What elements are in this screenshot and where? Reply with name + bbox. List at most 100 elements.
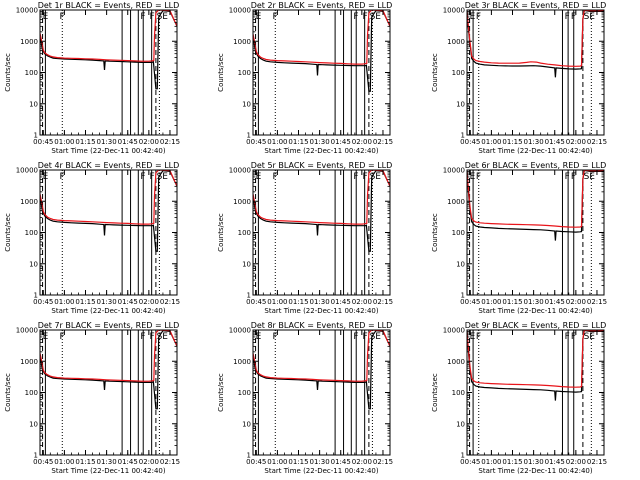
- x-axis-label: Start Time (22-Dec-11 00:42:40): [264, 307, 378, 315]
- x-tick-label: 01:00: [54, 458, 74, 466]
- y-tick-label: 1000: [20, 38, 38, 46]
- x-tick-label: 01:00: [54, 298, 74, 306]
- flag-label: F: [571, 12, 576, 22]
- flag-label: F: [565, 12, 570, 22]
- x-tick-label: 00:45: [33, 138, 53, 146]
- plot-frame: [252, 329, 391, 456]
- x-tick-label: 01:30: [524, 458, 544, 466]
- x-tick-label: 01:30: [310, 298, 330, 306]
- y-tick-label: 10: [29, 420, 38, 428]
- y-tick-label: 1000: [233, 358, 251, 366]
- panel-title: Det 7r BLACK = Events, RED = LLD: [38, 321, 180, 330]
- lld-line: [467, 330, 604, 388]
- flag-label: F: [272, 172, 277, 182]
- x-axis-label: Start Time (22-Dec-11 00:42:40): [51, 147, 165, 155]
- flag-label: SE: [157, 332, 169, 342]
- y-tick-label: 100: [238, 229, 251, 237]
- x-tick-label: 01:15: [288, 138, 308, 146]
- y-tick-label: 10: [456, 420, 465, 428]
- flag-label: F: [150, 12, 155, 22]
- y-tick-label: 1: [34, 452, 38, 460]
- x-tick-label: 02:00: [566, 458, 586, 466]
- y-tick-label: 10: [29, 100, 38, 108]
- y-tick-label: 1: [461, 132, 465, 140]
- y-tick-label: 1: [461, 292, 465, 300]
- x-tick-label: 01:15: [502, 138, 522, 146]
- lld-line: [467, 10, 604, 67]
- x-tick-label: 01:15: [75, 138, 95, 146]
- events-line: [253, 10, 390, 92]
- flag-label: F: [353, 172, 358, 182]
- y-axis-label: Counts/sec: [4, 53, 12, 92]
- y-axis-label: Counts/sec: [4, 373, 12, 412]
- y-axis-label: Counts/sec: [217, 373, 225, 412]
- x-tick-label: 02:00: [566, 138, 586, 146]
- flag-label: SE: [370, 172, 382, 182]
- lld-line: [40, 10, 177, 62]
- x-tick-label: 02:15: [587, 458, 607, 466]
- x-tick-label: 02:15: [160, 458, 180, 466]
- flag-label: E: [256, 12, 262, 22]
- flag-label: F: [272, 332, 277, 342]
- x-tick-label: 02:00: [139, 298, 159, 306]
- y-tick-label: 1000: [447, 358, 465, 366]
- flag-label: F: [565, 172, 570, 182]
- x-tick-label: 01:45: [118, 458, 138, 466]
- x-tick-label: 01:15: [75, 458, 95, 466]
- events-line: [40, 330, 177, 410]
- x-tick-label: 02:00: [352, 458, 372, 466]
- x-axis-label: Start Time (22-Dec-11 00:42:40): [51, 307, 165, 315]
- y-tick-label: 10000: [443, 167, 465, 175]
- y-tick-label: 10000: [443, 7, 465, 15]
- x-tick-label: 02:00: [139, 138, 159, 146]
- y-axis-label: Counts/sec: [4, 213, 12, 252]
- flag-label: F: [59, 172, 64, 182]
- panel-title: Det 6r BLACK = Events, RED = LLD: [465, 161, 607, 170]
- x-tick-label: 00:45: [33, 298, 53, 306]
- y-tick-label: 10: [242, 100, 251, 108]
- lld-line: [253, 10, 390, 65]
- x-tick-label: 01:45: [545, 138, 565, 146]
- panel-title: Det 5r BLACK = Events, RED = LLD: [251, 161, 393, 170]
- y-tick-label: 100: [238, 69, 251, 77]
- x-axis-label: Start Time (22-Dec-11 00:42:40): [478, 307, 592, 315]
- flag-label: F: [571, 332, 576, 342]
- flag-label: SE: [370, 12, 382, 22]
- lld-line: [40, 330, 177, 382]
- x-tick-label: 02:00: [139, 458, 159, 466]
- flag-label: F: [140, 332, 145, 342]
- events-line: [253, 330, 390, 410]
- y-tick-label: 100: [25, 389, 38, 397]
- x-tick-label: 01:45: [118, 298, 138, 306]
- plot-frame: [466, 329, 605, 456]
- y-tick-label: 1000: [20, 358, 38, 366]
- x-tick-label: 01:00: [54, 138, 74, 146]
- x-tick-label: 01:15: [75, 298, 95, 306]
- y-tick-label: 10000: [16, 327, 38, 335]
- x-axis-label: Start Time (22-Dec-11 00:42:40): [478, 147, 592, 155]
- flag-label: F: [476, 12, 481, 22]
- plot-frame: [252, 169, 391, 296]
- x-tick-label: 00:45: [460, 298, 480, 306]
- y-axis-label: Counts/sec: [217, 53, 225, 92]
- flag-label: F: [476, 332, 481, 342]
- lld-line: [253, 170, 390, 225]
- x-tick-label: 02:15: [373, 458, 393, 466]
- panel-title: Det 9r BLACK = Events, RED = LLD: [465, 321, 607, 330]
- plot-frame: [466, 169, 605, 296]
- x-tick-label: 01:00: [481, 458, 501, 466]
- flag-label: F: [476, 172, 481, 182]
- events-line: [40, 10, 177, 90]
- flag-label: F: [353, 12, 358, 22]
- flag-label: F: [59, 12, 64, 22]
- panel-title: Det 2r BLACK = Events, RED = LLD: [251, 1, 393, 10]
- y-tick-label: 1000: [447, 38, 465, 46]
- x-tick-label: 01:15: [288, 298, 308, 306]
- x-tick-label: 02:15: [587, 298, 607, 306]
- flag-label: SE: [157, 12, 169, 22]
